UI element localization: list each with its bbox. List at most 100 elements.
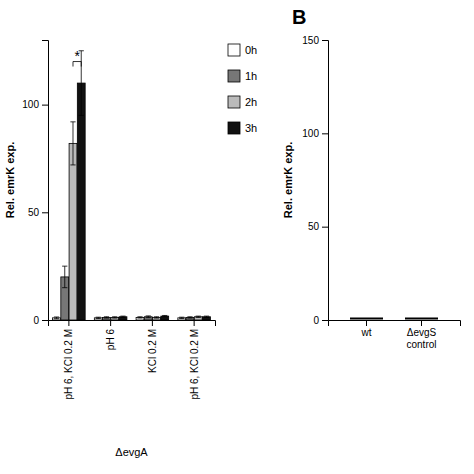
chart: *050100pH 6, KCl 0.2 MpH 6KCl 0.2 MpH 6,…	[0, 0, 474, 474]
tick-label: 0	[313, 315, 319, 326]
tick: 100	[302, 128, 328, 139]
tick: wt	[361, 320, 372, 338]
tick: 50	[28, 207, 48, 218]
tick-label-line: ΔevgS	[407, 327, 437, 338]
tick-label: wt	[361, 327, 372, 338]
axis-line	[322, 41, 329, 321]
tick: pH 6, KCl 0.2 M	[189, 320, 200, 400]
title: B	[292, 6, 306, 28]
tick-label: KCl 0.2 M	[147, 329, 158, 373]
legend-item: 1h	[228, 70, 257, 82]
bar	[161, 316, 169, 320]
error-bar	[62, 266, 67, 288]
bar	[77, 83, 85, 320]
axis-line	[49, 321, 216, 327]
tick-mark	[322, 227, 328, 228]
error-bar	[146, 316, 151, 318]
error-bar	[120, 316, 125, 317]
legend-swatch	[228, 44, 240, 56]
tick: 150	[302, 35, 328, 46]
tick-label: pH 6, KCl 0.2 M	[63, 329, 74, 400]
tick-mark	[322, 40, 328, 41]
bar	[69, 143, 77, 320]
tick: 0	[33, 315, 48, 326]
bar	[203, 317, 211, 320]
y-axis-title: Rel. emrK exp.	[282, 142, 294, 218]
annotations: *	[74, 48, 80, 64]
legend-swatch	[228, 96, 240, 108]
tick-label: 50	[308, 221, 320, 232]
legend-item: 0h	[228, 44, 257, 56]
x-axis-title: ΔevgA	[115, 446, 148, 458]
x-axis: pH 6, KCl 0.2 M pH 6 KCl 0.2 M pH 6, KCl 0.…	[49, 320, 216, 400]
tick-label: pH 6	[105, 329, 116, 351]
bar	[144, 317, 152, 320]
bar	[119, 317, 127, 320]
tick: ΔevgScontrol	[406, 320, 436, 350]
error-bar	[96, 317, 101, 318]
error-bar	[54, 317, 59, 319]
series	[77, 51, 210, 320]
error-bar	[137, 317, 142, 318]
tick: KCl 0.2 M	[147, 320, 158, 373]
bar	[136, 317, 144, 320]
y-axis: 0 50 100	[22, 41, 48, 326]
error-bar	[179, 317, 184, 318]
error-bar	[204, 316, 209, 317]
tick-label: pH 6, KCl 0.2 M	[189, 329, 200, 400]
legend-swatch	[228, 122, 240, 134]
legend-label: 3h	[245, 122, 257, 134]
error-bar	[154, 317, 159, 318]
error-bar	[196, 316, 201, 317]
axis-line	[329, 321, 461, 327]
bar	[103, 317, 111, 320]
legend-item: 3h	[228, 122, 257, 134]
y-axis: 0 50 100 150	[302, 35, 328, 326]
tick-mark	[322, 320, 328, 321]
tick-label-line: control	[406, 339, 436, 350]
tick: 100	[22, 99, 48, 110]
tick-label: ΔevgScontrol	[406, 327, 436, 350]
bar	[53, 318, 61, 320]
tick-mark	[68, 320, 69, 326]
x-axis: wt ΔevgScontrol	[329, 320, 461, 350]
tick-mark	[42, 212, 48, 213]
error-bar	[70, 122, 75, 165]
error-bar	[162, 315, 167, 316]
tick-mark	[421, 320, 422, 326]
tick-mark	[322, 133, 328, 134]
bar	[111, 317, 119, 320]
legend-swatch	[228, 70, 240, 82]
annotation: *	[74, 48, 80, 64]
tick-label: 150	[302, 35, 319, 46]
tick-label: 100	[302, 128, 319, 139]
panel-a: *050100pH 6, KCl 0.2 MpH 6KCl 0.2 MpH 6,…	[4, 41, 216, 459]
tick-mark	[110, 320, 111, 326]
bar	[153, 317, 161, 320]
legend-item: 2h	[228, 96, 257, 108]
legend-label: 2h	[245, 96, 257, 108]
error-bar	[112, 317, 117, 318]
error-bar	[104, 317, 109, 318]
bar	[194, 317, 202, 320]
legend: 0h 1h 2h 3h	[228, 44, 257, 134]
y-axis-title: Rel. emrK exp.	[4, 142, 16, 218]
tick-label-line: wt	[361, 327, 372, 338]
legend-label: 1h	[245, 70, 257, 82]
tick: 50	[308, 221, 328, 232]
point-line	[405, 318, 438, 320]
tick-mark	[42, 105, 48, 106]
tick: pH 6	[105, 320, 116, 350]
tick-mark	[42, 320, 48, 321]
tick: pH 6, KCl 0.2 M	[63, 320, 74, 400]
bar	[94, 318, 102, 320]
point-line	[350, 318, 383, 320]
bar	[186, 317, 194, 320]
legend-label: 0h	[245, 44, 257, 56]
tick-mark	[366, 320, 367, 326]
tick-mark	[194, 320, 195, 326]
plot-area	[53, 51, 211, 320]
tick-label: 0	[33, 315, 39, 326]
series	[69, 122, 202, 320]
tick-label: 100	[22, 99, 39, 110]
